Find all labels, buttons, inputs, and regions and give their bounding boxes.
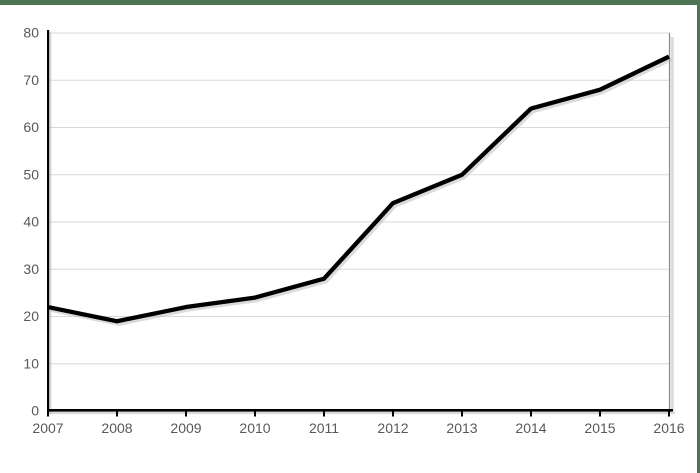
frame-border-right	[697, 0, 700, 473]
x-axis-tick	[599, 410, 601, 417]
x-axis-tick-label: 2010	[239, 420, 270, 436]
plot-right-border-shadow	[670, 37, 674, 411]
x-axis-tick	[254, 410, 256, 417]
x-axis-tick-label: 2008	[101, 420, 132, 436]
x-axis-tick-label: 2012	[377, 420, 408, 436]
y-axis-tick-label: 60	[23, 119, 39, 135]
x-axis-tick	[392, 410, 394, 417]
y-axis-line	[47, 30, 50, 412]
y-axis-tick-label: 10	[23, 355, 39, 371]
data-line-shadow	[49, 57, 672, 326]
x-axis-tick	[668, 410, 670, 417]
y-axis-tick-label: 80	[23, 25, 39, 41]
x-axis-shadow	[49, 411, 676, 415]
y-axis-tick-label: 50	[23, 166, 39, 182]
frame-border-top	[0, 0, 700, 5]
x-axis-tick	[47, 410, 49, 417]
x-axis-tick	[185, 410, 187, 417]
x-axis-tick	[530, 410, 532, 417]
x-axis-tick-label: 2011	[309, 420, 339, 436]
x-axis-tick-label: 2009	[170, 420, 201, 436]
x-axis-tick-label: 2007	[32, 420, 63, 436]
x-axis-tick-label: 2016	[653, 420, 684, 436]
y-axis-shadow	[49, 32, 52, 415]
y-axis-tick-label: 0	[31, 403, 39, 419]
x-axis-tick-label: 2015	[584, 420, 615, 436]
y-axis-tick-label: 70	[23, 72, 39, 88]
x-axis-tick	[323, 410, 325, 417]
y-axis-tick-label: 30	[23, 261, 39, 277]
x-axis-tick-label: 2013	[446, 420, 477, 436]
y-axis-tick-label: 20	[23, 308, 39, 324]
y-axis-tick-label: 40	[23, 214, 39, 230]
x-axis-line	[47, 409, 673, 412]
x-axis-tick-label: 2014	[515, 420, 546, 436]
data-line	[47, 54, 670, 324]
x-axis-tick	[116, 410, 118, 417]
x-axis-tick	[461, 410, 463, 417]
